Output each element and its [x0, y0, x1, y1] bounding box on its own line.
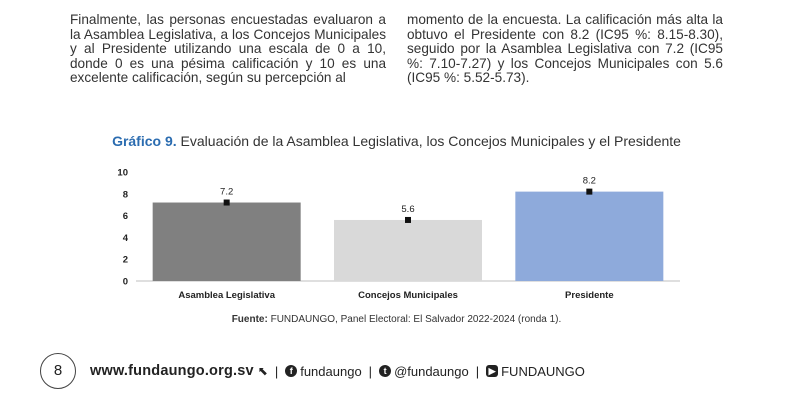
y-tick-label: 6 [123, 211, 128, 222]
y-tick-label: 0 [123, 277, 128, 288]
chart-title: Gráfico 9. Evaluación de la Asamblea Leg… [0, 133, 793, 149]
bar [515, 191, 664, 281]
footer-separator: | [368, 363, 373, 379]
source-text: FUNDAUNGO, Panel Electoral: El Salvador … [267, 314, 562, 325]
left-paragraph: Finalmente, las personas encuestadas eva… [70, 12, 386, 86]
youtube-icon[interactable]: ▶ [486, 365, 499, 377]
data-label: 8.2 [583, 176, 596, 187]
bar [334, 219, 482, 281]
y-tick-label: 2 [123, 255, 128, 266]
y-tick-label: 4 [123, 233, 129, 244]
category-label: Asamblea Legislativa [178, 290, 275, 301]
bar [152, 202, 301, 281]
facebook-handle[interactable]: fundaungo [300, 363, 362, 379]
chart-title-lead: Gráfico 9. [112, 133, 177, 149]
category-label: Presidente [565, 290, 614, 301]
y-tick-label: 8 [123, 189, 128, 200]
twitter-handle[interactable]: @fundaungo [394, 363, 469, 379]
twitter-icon[interactable]: t [379, 365, 392, 377]
error-marker [405, 216, 411, 223]
source-label: Fuente: [231, 314, 268, 325]
chart-source: Fuente: FUNDAUNGO, Panel Electoral: El S… [0, 314, 793, 325]
facebook-icon[interactable]: f [285, 365, 298, 377]
footer-separator: | [475, 363, 480, 379]
y-tick-label: 10 [117, 168, 128, 179]
data-label: 5.6 [401, 204, 414, 215]
error-marker [223, 199, 230, 206]
chart-title-text: Evaluación de la Asamblea Legislativa, l… [176, 133, 681, 149]
category-label: Concejos Municipales [358, 290, 458, 301]
cursor-click-icon: ⬉ [257, 364, 268, 378]
bar-chart: 0 2 4 6 8 10 7.2 Asamblea Legislativa 5.6 Concejo… [117, 168, 680, 301]
right-paragraph: momento de la encuesta. La calificación … [407, 12, 723, 86]
footer: www.fundaungo.org.sv ⬉ | f fundaungo | t… [90, 363, 585, 379]
page-number: 8 [40, 353, 76, 389]
data-label: 7.2 [220, 187, 233, 198]
website-link[interactable]: www.fundaungo.org.sv [90, 363, 254, 379]
error-marker [586, 188, 593, 195]
youtube-channel[interactable]: FUNDAUNGO [501, 363, 585, 379]
footer-separator: | [274, 363, 279, 379]
